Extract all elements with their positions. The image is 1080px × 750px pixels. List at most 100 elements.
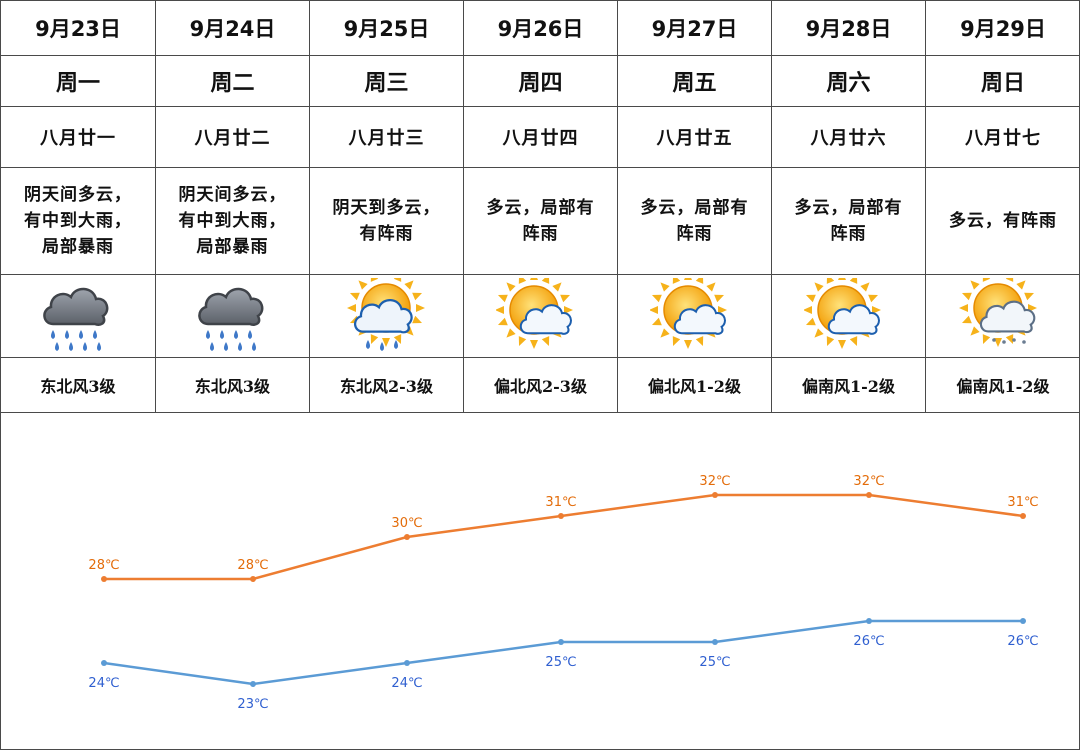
lunar-date-cell: 八月廿五 [617,106,772,168]
date-cell: 9月25日 [309,0,464,56]
high-temp-point [404,534,410,540]
weather-description-line: 阴天间多云， [24,185,132,205]
weather-description-cell: 多云，有阵雨 [925,167,1080,275]
date-cell: 9月24日 [155,0,310,56]
cloud-heavy-rain-icon [197,287,263,351]
wind-cell: 偏南风1-2级 [925,357,1080,413]
wind-cell: 偏南风1-2级 [771,357,926,413]
weather-description-cell: 阴天间多云， 有中到大雨， 局部暴雨 [155,167,310,275]
high-temp-point [250,576,256,582]
weather-description-line: 阵雨 [522,224,559,244]
weather-description-line: 多云，局部有 [794,198,903,218]
weather-description-line: 局部暴雨 [196,237,269,257]
high-temp-point [712,492,718,498]
weather-description-line: 阴天到多云， [332,198,441,218]
wind-row: 东北风3级 东北风3级 东北风2-3级 偏北风2-3级 偏北风1-2级 偏南风1-2级 偏南… [0,357,1080,413]
weather-description-cell: 阴天到多云， 有阵雨 [309,167,464,275]
low-temp-point [866,618,872,624]
weather-description-cell: 多云，局部有 阵雨 [463,167,618,275]
low-temp-label: 25℃ [545,655,576,670]
weather-description-line: 阵雨 [830,224,867,244]
weekday-cell: 周三 [309,55,464,107]
high-temp-point [558,513,564,519]
wind-cell: 东北风2-3级 [309,357,464,413]
weather-description-line: 阵雨 [676,224,713,244]
high-temp-point [101,576,107,582]
weather-description-cell: 多云，局部有 阵雨 [617,167,772,275]
low-temp-point [404,660,410,666]
weather-description-cell: 多云，局部有 阵雨 [771,167,926,275]
low-temp-point [101,660,107,666]
cloud-heavy-rain-icon [43,287,109,351]
weather-description-cell: 阴天间多云， 有中到大雨， 局部暴雨 [0,167,156,275]
sun-cloud-icon [649,278,727,349]
low-temp-point [1020,618,1026,624]
high-temp-label: 31℃ [545,495,576,510]
weather-icon-cell [155,274,310,358]
weather-description-line: 多云，局部有 [486,198,595,218]
high-temp-label: 30℃ [391,516,422,531]
high-temp-label: 31℃ [1007,495,1038,510]
weekday-cell: 周六 [771,55,926,107]
sun-cloud-icon [495,278,573,349]
low-temp-point [250,681,256,687]
lunar-date-row: 八月廿一 八月廿二 八月廿三 八月廿四 八月廿五 八月廿六 八月廿七 [0,106,1080,168]
low-temp-label: 25℃ [699,655,730,670]
weekday-cell: 周五 [617,55,772,107]
high-temp-label: 32℃ [699,474,730,489]
weather-description-line: 有中到大雨， [24,211,132,231]
low-temp-label: 24℃ [391,676,422,691]
low-temp-point [712,639,718,645]
high-temp-label: 28℃ [237,558,268,573]
wind-cell: 偏北风1-2级 [617,357,772,413]
weather-icon-cell [925,274,1080,358]
sun-cloud-rain-icon [346,278,425,351]
high-temp-label: 28℃ [88,558,119,573]
high-temp-label: 32℃ [853,474,884,489]
high-temp-point [866,492,872,498]
date-cell: 9月27日 [617,0,772,56]
date-cell: 9月26日 [463,0,618,56]
weekday-cell: 周日 [925,55,1080,107]
lunar-date-cell: 八月廿七 [925,106,1080,168]
wind-cell: 东北风3级 [155,357,310,413]
date-row: 9月23日 9月24日 9月25日 9月26日 9月27日 9月28日 9月29日 [0,0,1080,56]
lunar-date-cell: 八月廿六 [771,106,926,168]
low-temp-point [558,639,564,645]
forecast-table: 9月23日 9月24日 9月25日 9月26日 9月27日 9月28日 9月29日 周一 周二… [0,0,1080,413]
sun-cloud-light-rain-icon [959,278,1037,347]
weather-description-line: 有中到大雨， [178,211,287,231]
wind-cell: 偏北风2-3级 [463,357,618,413]
weather-description-line: 多云，有阵雨 [949,211,1057,231]
low-temp-label: 23℃ [237,697,268,712]
weather-icon-cell [463,274,618,358]
weather-icon-cell [617,274,772,358]
lunar-date-cell: 八月廿二 [155,106,310,168]
sun-cloud-icon [803,278,881,349]
weather-description-row: 阴天间多云， 有中到大雨， 局部暴雨 阴天间多云， 有中到大雨， 局部暴雨 阴天到多云， 有阵… [0,167,1080,275]
low-temp-line [103,619,1023,686]
high-temp-point [1020,513,1026,519]
lunar-date-cell: 八月廿四 [463,106,618,168]
date-cell: 9月23日 [0,0,156,56]
weekday-cell: 周四 [463,55,618,107]
weekday-cell: 周二 [155,55,310,107]
weekday-row: 周一 周二 周三 周四 周五 周六 周日 [0,55,1080,107]
weather-icon-cell [0,274,156,358]
weather-icon-row [0,274,1080,358]
weather-icon-cell [771,274,926,358]
weather-description-line: 多云，局部有 [640,198,749,218]
wind-cell: 东北风3级 [0,357,156,413]
low-temp-label: 26℃ [1007,634,1038,649]
temperature-line-chart: 28℃ 28℃ 30℃ 31℃ 32℃ 32℃ 31℃ 24℃ 23℃ 24℃ 25℃ 25℃ 26℃ 2… [88,474,1038,712]
lunar-date-cell: 八月廿三 [309,106,464,168]
lunar-date-cell: 八月廿一 [0,106,156,168]
weather-icon-cell [309,274,464,358]
low-temp-label: 26℃ [853,634,884,649]
weekday-cell: 周一 [0,55,156,107]
weather-description-line: 局部暴雨 [42,237,114,257]
weather-description-line: 有阵雨 [359,224,414,244]
weather-description-line: 阴天间多云， [178,185,287,205]
date-cell: 9月28日 [771,0,926,56]
low-temp-label: 24℃ [88,676,119,691]
